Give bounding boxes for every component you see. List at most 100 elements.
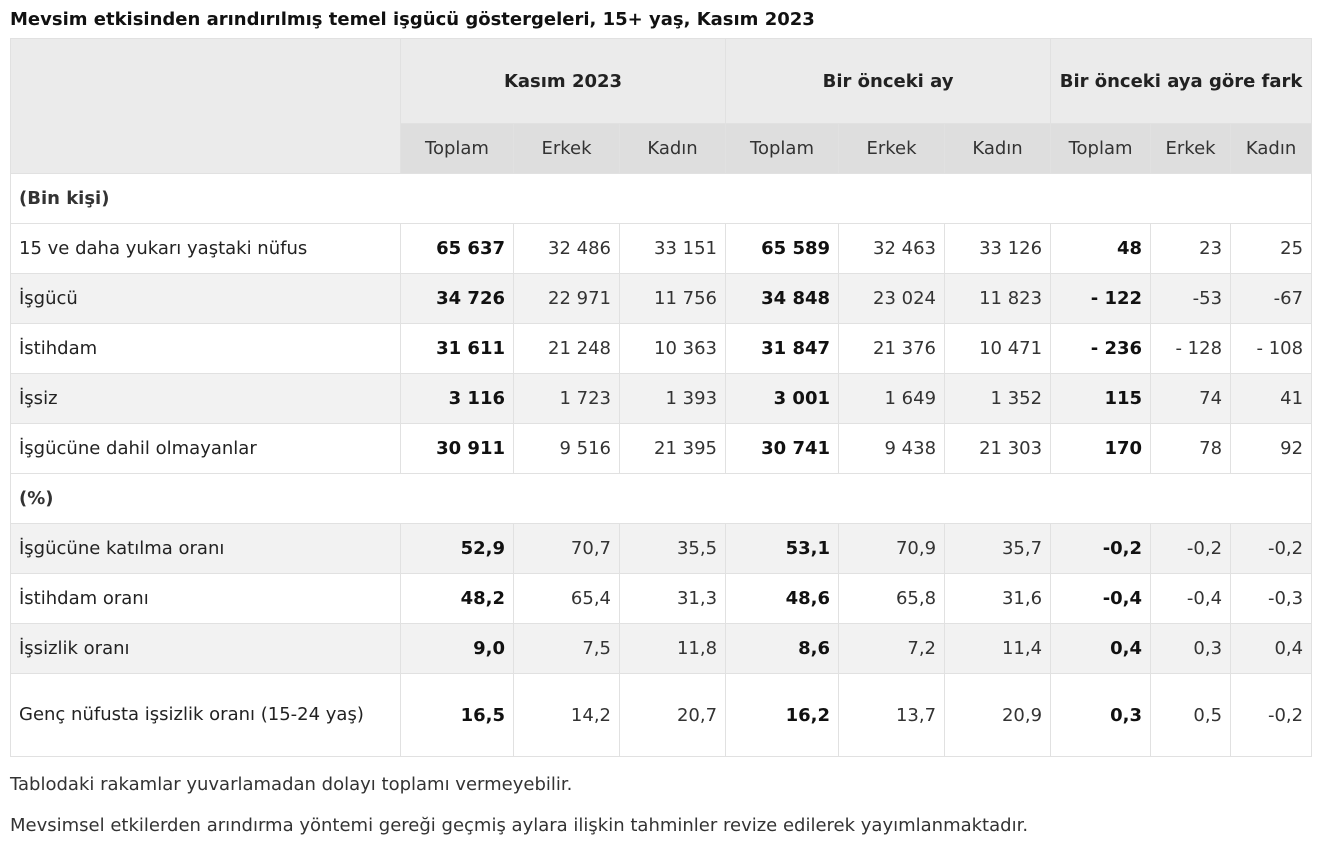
table-cell: 21 303 (944, 423, 1052, 474)
table-cell: 30 911 (400, 423, 514, 474)
table-row: İşgücü 34 726 22 971 11 756 34 848 23 024 11 8… (10, 273, 1313, 324)
table-cell: 32 463 (838, 223, 946, 274)
table-cell: - 128 (1150, 323, 1232, 374)
table-cell: 115 (1050, 373, 1152, 424)
table-cell: -0,2 (1150, 523, 1232, 574)
row-label: İşsizlik oranı (10, 623, 401, 674)
subheader-total: Toplam (1050, 123, 1152, 174)
table-cell: 74 (1150, 373, 1232, 424)
table-cell: 22 971 (513, 273, 620, 324)
table-cell: 65 637 (400, 223, 514, 274)
group-header-previous-month: Bir önceki ay (725, 38, 1052, 124)
table-cell: -53 (1150, 273, 1232, 324)
table-cell: 0,4 (1050, 623, 1152, 674)
row-label: İstihdam oranı (10, 573, 401, 624)
table-cell: 20,9 (944, 673, 1052, 757)
table-body: (Bin kişi) 15 ve daha yukarı yaştaki nüfu… (9, 173, 1313, 757)
table-cell: 14,2 (513, 673, 620, 757)
table-cell: 21 376 (838, 323, 946, 374)
table-cell: 21 395 (618, 423, 727, 474)
table-cell: 11 756 (618, 273, 727, 324)
row-label: İşgücüne katılma oranı (10, 523, 401, 574)
table-cell: 1 649 (838, 373, 946, 424)
table-cell: 48,2 (400, 573, 514, 624)
table-cell: 34 726 (400, 273, 514, 324)
table-cell: 70,7 (513, 523, 620, 574)
table-cell: 65,4 (513, 573, 620, 624)
table-row: İşgücüne katılma oranı 52,9 70,7 35,5 53,1 70… (10, 523, 1313, 574)
corner-header-cell (10, 38, 401, 174)
labour-indicators-table: Kasım 2023 Bir önceki ay Bir önceki aya … (9, 38, 1313, 757)
table-cell: 7,2 (838, 623, 946, 674)
table-cell: 31,3 (618, 573, 727, 624)
table-cell: 11 823 (944, 273, 1052, 324)
table-cell: 30 741 (725, 423, 840, 474)
table-row: İstihdam oranı 48,2 65,4 31,3 48,6 65,8 31,6 -0… (10, 573, 1313, 624)
table-cell: 170 (1050, 423, 1152, 474)
table-cell: 0,3 (1150, 623, 1232, 674)
section-header-row: (Bin kişi) (9, 173, 1313, 224)
table-cell: -67 (1230, 273, 1313, 324)
table-row: İşgücüne dahil olmayanlar 30 911 9 516 21 3… (10, 423, 1313, 474)
table-cell: 25 (1230, 223, 1313, 274)
subheader-male: Erkek (838, 123, 946, 174)
table-cell: 1 352 (944, 373, 1052, 424)
row-label: İşgücü (10, 273, 401, 324)
row-label: 15 ve daha yukarı yaştaki nüfus (10, 223, 401, 274)
table-row: 15 ve daha yukarı yaştaki nüfus 65 637 32 … (10, 223, 1313, 274)
table-cell: 10 471 (944, 323, 1052, 374)
table-cell: 31 611 (400, 323, 514, 374)
group-header-difference: Bir önceki aya göre fark (1050, 38, 1313, 124)
row-label: İşgücüne dahil olmayanlar (10, 423, 401, 474)
table-cell: 52,9 (400, 523, 514, 574)
table-cell: 78 (1150, 423, 1232, 474)
table-cell: 41 (1230, 373, 1313, 424)
table-cell: 65 589 (725, 223, 840, 274)
table-cell: 31 847 (725, 323, 840, 374)
table-row: İstihdam 31 611 21 248 10 363 31 847 21 376 10… (10, 323, 1313, 374)
table-cell: 23 (1150, 223, 1232, 274)
section-label: (Bin kişi) (9, 173, 1313, 224)
table-cell: 9 516 (513, 423, 620, 474)
table-row: İşsizlik oranı 9,0 7,5 11,8 8,6 7,2 11,4 0,4 0,3… (10, 623, 1313, 674)
table-cell: 20,7 (618, 673, 727, 757)
subheader-female: Kadın (944, 123, 1052, 174)
table-row: İşsiz 3 116 1 723 1 393 3 001 1 649 1 352 115 74… (10, 373, 1313, 424)
footnote-revision: Mevsimsel etkilerden arındırma yöntemi g… (10, 815, 1029, 836)
group-header-current-month: Kasım 2023 (399, 38, 727, 124)
table-cell: 53,1 (725, 523, 840, 574)
footnote-rounding: Tablodaki rakamlar yuvarlamadan dolayı t… (10, 774, 573, 795)
row-label: İstihdam (10, 323, 401, 374)
section-label: (%) (9, 473, 1313, 524)
table-cell: 0,4 (1230, 623, 1313, 674)
table-cell: 31,6 (944, 573, 1052, 624)
table-cell: -0,4 (1150, 573, 1232, 624)
table-cell: 21 248 (513, 323, 620, 374)
table-cell: 34 848 (725, 273, 840, 324)
table-cell: 9 438 (838, 423, 946, 474)
table-cell: 48,6 (725, 573, 840, 624)
subheader-male: Erkek (513, 123, 620, 174)
table-cell: 70,9 (838, 523, 946, 574)
table-cell: -0,2 (1050, 523, 1152, 574)
table-cell: - 122 (1050, 273, 1152, 324)
subheader-male: Erkek (1150, 123, 1232, 174)
table-cell: 48 (1050, 223, 1152, 274)
table-cell: 1 723 (513, 373, 620, 424)
subheader-female: Kadın (618, 123, 727, 174)
table-cell: 0,5 (1150, 673, 1232, 757)
table-cell: 8,6 (725, 623, 840, 674)
table-cell: -0,2 (1230, 673, 1313, 757)
subheader-total: Toplam (400, 123, 514, 174)
table-cell: 1 393 (618, 373, 727, 424)
table-cell: 3 001 (725, 373, 840, 424)
table-cell: 9,0 (400, 623, 514, 674)
table-cell: 35,7 (944, 523, 1052, 574)
table-cell: -0,4 (1050, 573, 1152, 624)
row-label: Genç nüfusta işsizlik oranı (15-24 yaş) (10, 673, 401, 757)
table-cell: - 108 (1230, 323, 1313, 374)
table-cell: 16,2 (725, 673, 840, 757)
table-cell: 35,5 (618, 523, 727, 574)
table-cell: 11,8 (618, 623, 727, 674)
table-cell: 7,5 (513, 623, 620, 674)
